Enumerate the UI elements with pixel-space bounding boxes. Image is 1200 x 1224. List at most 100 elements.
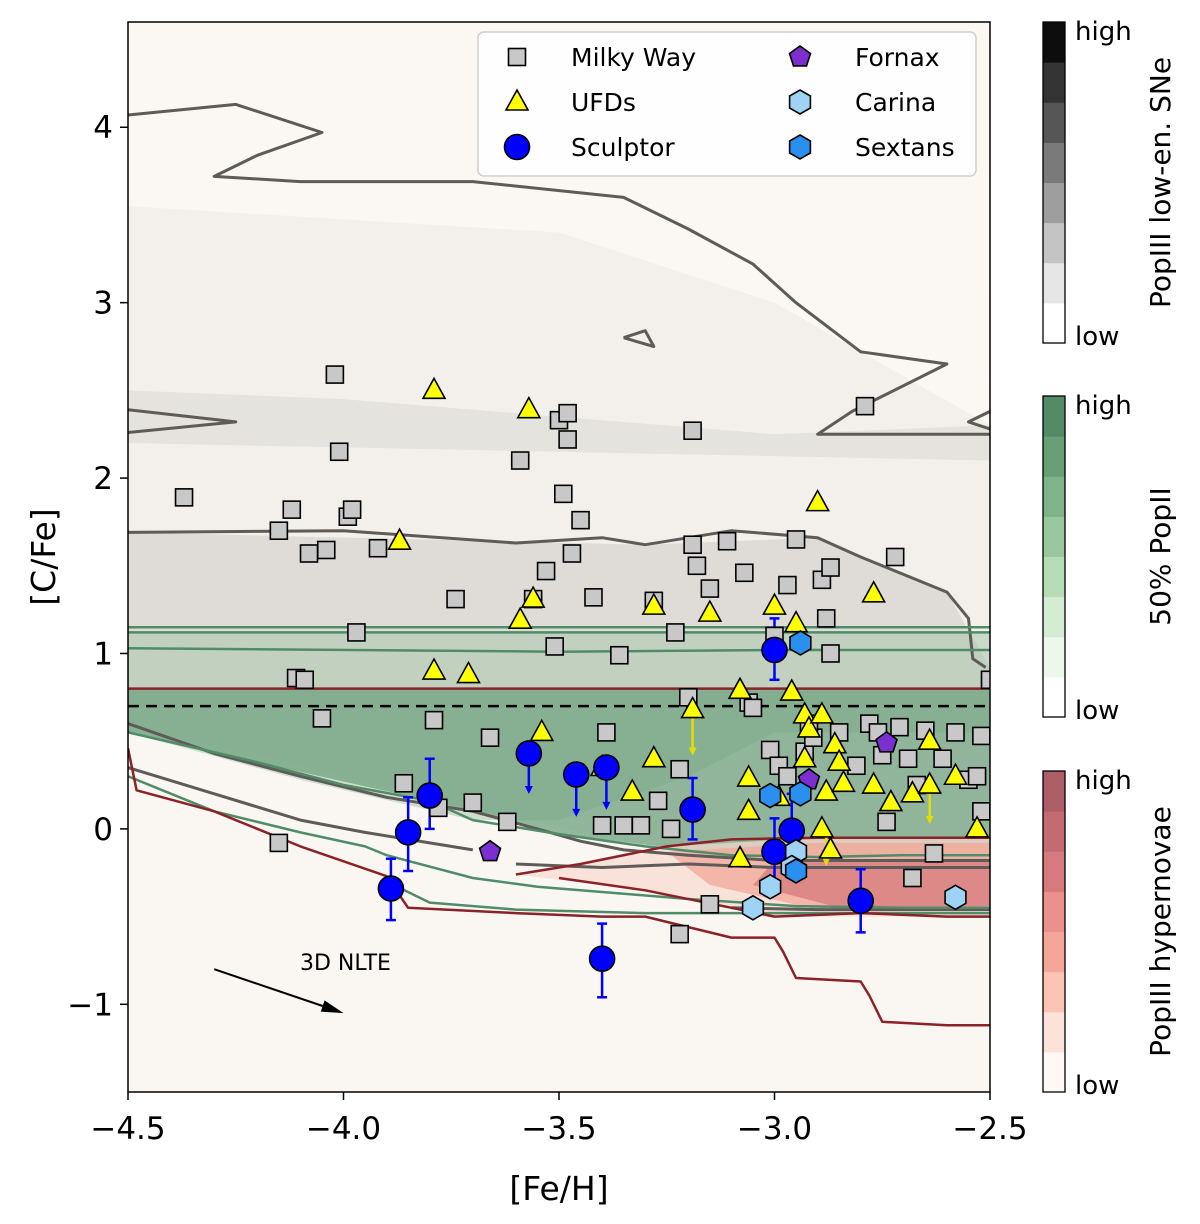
legend-box <box>477 31 977 177</box>
contour-gray-1 <box>128 408 238 434</box>
milky-way-point <box>924 844 944 863</box>
colorbar-segment <box>1043 556 1065 598</box>
milky-way-point <box>295 670 315 690</box>
milky-way-point <box>821 644 840 663</box>
ufds-point <box>387 527 412 551</box>
legend-item-milky-way: Milky Way <box>507 43 696 72</box>
colorbar-popiii-hypernovae: high low PopIII hypernovae <box>1042 766 1177 1101</box>
milky-way-point <box>670 924 689 944</box>
contour-gray-3 <box>623 329 656 348</box>
milky-way-point <box>347 623 366 642</box>
legend-items: Milky Way UFDs Sculptor Fornax Carina Sextans <box>503 43 955 162</box>
ufds-point <box>943 762 968 786</box>
milky-way-point <box>282 500 302 519</box>
fornax-point <box>875 730 898 753</box>
sculptor-point <box>679 796 706 823</box>
contour-gray-4 <box>128 529 987 669</box>
ufds-point <box>779 678 805 701</box>
legend-label: Milky Way <box>571 43 696 72</box>
series-ufds <box>387 376 990 868</box>
sextans-point <box>784 858 808 884</box>
ufds-point <box>813 778 839 801</box>
colorbar-frame <box>1042 770 1066 1093</box>
nlte-arrow-head <box>320 1000 344 1014</box>
x-axis-label: [Fe/H] <box>509 1169 608 1208</box>
y-tick-label: 1 <box>93 636 113 672</box>
colorbar-title: PopIII hypernovae <box>1144 806 1177 1057</box>
milky-way-point <box>735 563 754 583</box>
data-points <box>174 365 990 972</box>
milky-way-point <box>497 812 517 832</box>
milky-way-point <box>584 588 603 607</box>
milky-way-point <box>325 365 345 384</box>
nlte-annotation: 3D NLTE <box>213 951 391 1014</box>
series-sculptor <box>377 636 875 972</box>
x-tick-label: −3.0 <box>737 1111 812 1147</box>
colorbar-segment <box>1043 102 1065 143</box>
milky-way-point <box>933 749 952 769</box>
contour-red-3 <box>558 876 990 918</box>
colorbar-frame <box>1042 21 1066 344</box>
contour-lines <box>128 102 990 1027</box>
milky-way-point <box>510 451 530 470</box>
milky-way-point <box>898 749 918 769</box>
y-tick-label: 2 <box>93 461 113 497</box>
x-axis-ticks: −4.5 −4.0 −3.5 −3.0 −2.5 <box>90 1092 1028 1147</box>
colorbar-low-label: low <box>1075 322 1119 352</box>
colorbar-high-label: high <box>1075 391 1132 421</box>
sextans-point <box>789 630 812 656</box>
ufds-point <box>917 727 943 750</box>
sculptor-point <box>778 817 806 844</box>
milky-way-point <box>683 535 702 555</box>
milky-way-point <box>269 833 289 853</box>
legend-item-sculptor: Sculptor <box>503 133 675 162</box>
colorbar-segment <box>1043 62 1065 103</box>
plot-area: 3D NLTE <box>127 21 991 1093</box>
sculptor-point <box>588 945 616 972</box>
milky-way-point <box>778 766 797 786</box>
milky-way-point <box>312 709 332 728</box>
ufds-point <box>727 676 753 700</box>
fornax-point <box>478 839 502 862</box>
colorbar-segment <box>1043 931 1065 973</box>
carina-point <box>758 873 782 900</box>
milky-way-point <box>670 759 689 779</box>
y-axis-ticks: −1 0 1 2 3 4 <box>67 110 128 1023</box>
milky-way-point <box>855 396 875 416</box>
carina-point <box>741 894 765 921</box>
milky-way-point <box>394 773 414 793</box>
colorbar-low-label: low <box>1075 696 1119 726</box>
ufds-point <box>680 695 705 719</box>
sculptor-point <box>847 887 875 915</box>
ufds-point <box>736 797 761 821</box>
ufds-point <box>805 488 830 512</box>
ufds-point <box>878 788 904 812</box>
colorbar-segment <box>1043 596 1065 638</box>
ufds-point <box>619 778 645 801</box>
legend-item-ufds: UFDs <box>504 88 636 117</box>
milky-way-point <box>890 717 909 737</box>
region-green-core <box>128 688 990 856</box>
contour-gray-2 <box>967 410 990 431</box>
colorbar-high-label: high <box>1075 17 1132 47</box>
colorbar-segment <box>1043 676 1065 718</box>
milky-way-point <box>614 816 633 835</box>
milky-way-point <box>558 403 577 423</box>
milky-way-point <box>562 544 582 563</box>
contour-gray-6 <box>128 766 474 852</box>
milky-way-point <box>903 868 922 888</box>
legend-marker-ufds <box>504 88 530 111</box>
series-sextans <box>758 630 812 884</box>
colorbar-segment <box>1043 222 1065 264</box>
milky-way-point <box>700 895 720 914</box>
colorbar-segment <box>1043 302 1065 344</box>
colorbar-segment <box>1043 811 1065 852</box>
milky-way-point <box>683 421 702 441</box>
milky-way-point <box>877 812 896 832</box>
legend-marker-sextans <box>788 134 812 160</box>
legend-label: Sculptor <box>571 133 675 162</box>
x-tick-label: −3.5 <box>521 1111 596 1147</box>
milky-way-point <box>610 645 629 665</box>
ufds-point <box>736 764 761 787</box>
sextans-point <box>758 782 782 809</box>
